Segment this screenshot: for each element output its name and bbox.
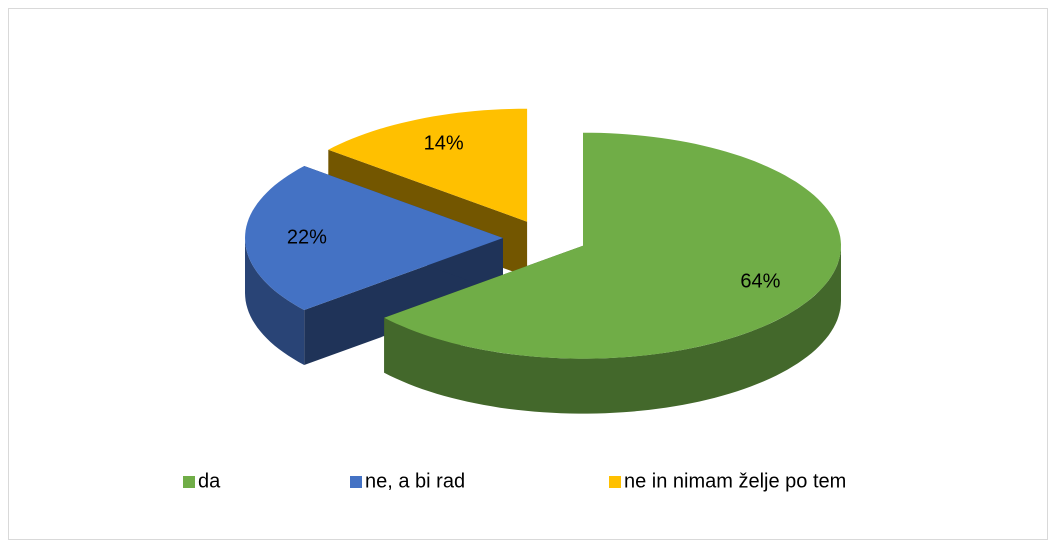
legend-label: ne in nimam želje po tem [624,470,846,492]
legend-swatch [609,476,621,488]
slice-side [384,245,841,414]
slice-top [328,108,528,222]
slice [245,166,503,365]
data-label: 22% [287,226,327,248]
slice [384,132,841,414]
slice-top [245,166,503,310]
slice-top [384,132,841,359]
legend-label: ne, a bi rad [365,470,465,492]
legend-label: da [198,470,221,492]
legend-swatch [350,476,362,488]
data-label: 14% [424,132,464,154]
data-label: 64% [740,271,780,293]
slice-side [245,238,305,365]
legend-swatch [183,476,195,488]
